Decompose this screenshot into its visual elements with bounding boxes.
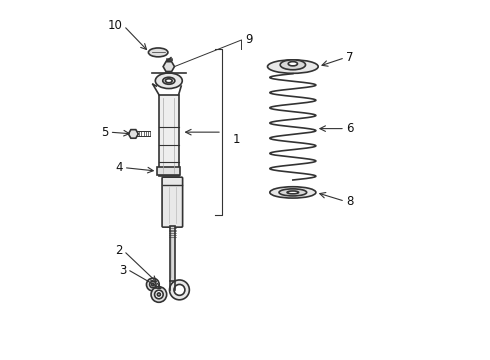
Ellipse shape: [287, 191, 298, 194]
Circle shape: [154, 290, 163, 299]
Text: 4: 4: [115, 161, 122, 174]
Text: 3: 3: [119, 264, 126, 277]
Ellipse shape: [280, 60, 306, 70]
Text: 6: 6: [346, 122, 353, 135]
Circle shape: [151, 287, 167, 302]
Text: 2: 2: [115, 244, 122, 257]
Ellipse shape: [288, 62, 297, 66]
Text: 9: 9: [245, 33, 252, 46]
Text: 5: 5: [101, 126, 109, 139]
Text: 1: 1: [233, 133, 240, 146]
Bar: [159, 95, 178, 176]
Circle shape: [151, 283, 154, 286]
Circle shape: [170, 280, 189, 300]
Circle shape: [149, 282, 156, 288]
Ellipse shape: [279, 189, 307, 196]
Circle shape: [147, 278, 159, 291]
Ellipse shape: [166, 79, 172, 83]
Circle shape: [157, 293, 160, 296]
Circle shape: [174, 284, 185, 295]
Ellipse shape: [270, 187, 316, 198]
Text: 10: 10: [108, 19, 122, 32]
Bar: [157, 167, 180, 175]
Ellipse shape: [163, 77, 175, 84]
Ellipse shape: [268, 60, 318, 73]
Bar: [170, 226, 175, 281]
Ellipse shape: [148, 48, 168, 57]
Text: 7: 7: [346, 51, 353, 64]
Ellipse shape: [155, 73, 182, 89]
FancyBboxPatch shape: [162, 177, 183, 227]
Text: 8: 8: [346, 195, 353, 208]
